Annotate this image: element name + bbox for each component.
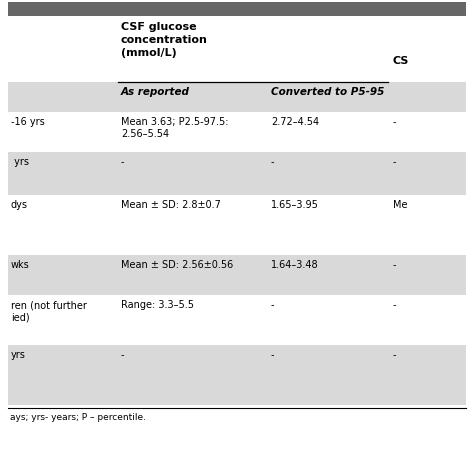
Bar	[8, 195, 466, 255]
Bar	[8, 152, 466, 195]
Text: 1.64–3.48: 1.64–3.48	[271, 260, 319, 270]
Text: -: -	[271, 300, 274, 310]
Text: Me: Me	[393, 200, 408, 210]
Text: ren (not further
ied): ren (not further ied)	[11, 300, 87, 322]
Text: yrs: yrs	[11, 350, 26, 360]
Text: Mean ± SD: 2.56±0.56: Mean ± SD: 2.56±0.56	[121, 260, 233, 270]
Text: CS: CS	[393, 56, 410, 66]
Text: -: -	[271, 157, 274, 167]
Text: CSF glucose
concentration
(mmol/L): CSF glucose concentration (mmol/L)	[121, 22, 208, 58]
Bar	[8, 255, 466, 295]
Text: -: -	[393, 300, 396, 310]
Text: ays; yrs- years; P – percentile.: ays; yrs- years; P – percentile.	[10, 413, 146, 422]
Text: wks: wks	[11, 260, 30, 270]
Bar	[8, 18, 466, 88]
Text: -: -	[393, 117, 396, 127]
Bar	[8, 345, 466, 405]
Text: -: -	[121, 157, 125, 167]
Text: -: -	[393, 260, 396, 270]
Bar	[8, 82, 466, 112]
Text: -: -	[393, 157, 396, 167]
Text: 2.72–4.54: 2.72–4.54	[271, 117, 319, 127]
Text: -: -	[271, 350, 274, 360]
Text: Range: 3.3–5.5: Range: 3.3–5.5	[121, 300, 194, 310]
Bar	[8, 112, 466, 152]
Bar	[8, 295, 466, 345]
Bar	[8, 2, 466, 16]
Text: -: -	[393, 350, 396, 360]
Text: Converted to P5-95: Converted to P5-95	[271, 87, 384, 97]
Text: -16 yrs: -16 yrs	[11, 117, 45, 127]
Text: Mean 3.63; P2.5-97.5:
2.56–5.54: Mean 3.63; P2.5-97.5: 2.56–5.54	[121, 117, 228, 139]
Text: yrs: yrs	[11, 157, 29, 167]
Text: Mean ± SD: 2.8±0.7: Mean ± SD: 2.8±0.7	[121, 200, 221, 210]
Text: -: -	[121, 350, 125, 360]
Text: 1.65–3.95: 1.65–3.95	[271, 200, 319, 210]
Text: As reported: As reported	[121, 87, 190, 97]
Text: dys: dys	[11, 200, 28, 210]
